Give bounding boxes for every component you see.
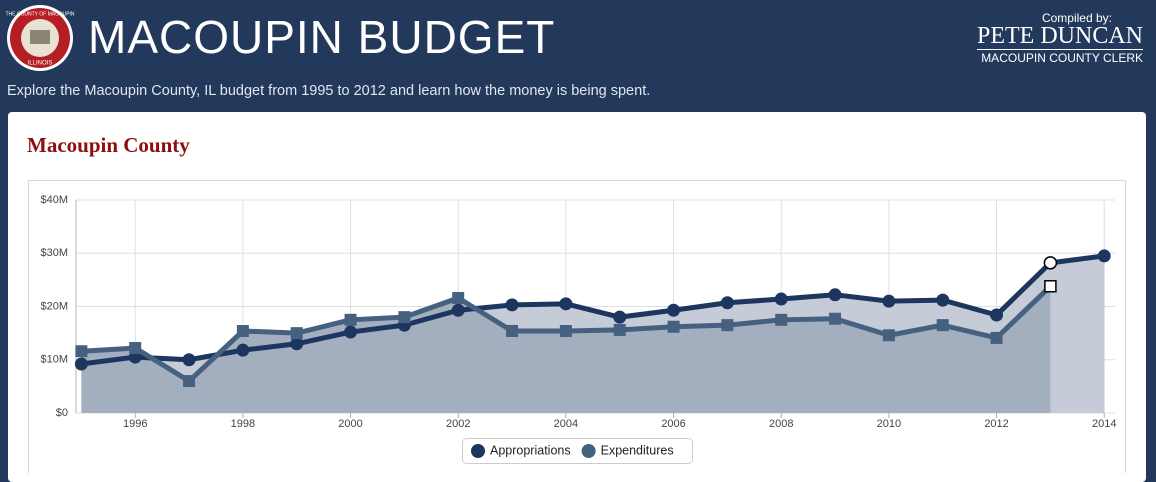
area — [81, 286, 1051, 413]
legend: Appropriations Expenditures — [462, 438, 693, 464]
marker — [559, 297, 573, 311]
marker — [505, 298, 519, 312]
legend-label[interactable]: Appropriations — [490, 443, 571, 457]
compiled-by: Compiled by: — [1041, 11, 1112, 25]
marker — [667, 320, 680, 333]
marker — [613, 310, 627, 324]
marker — [182, 353, 196, 367]
seal-text: THE COUNTY OF MACOUPIN — [5, 11, 74, 17]
marker — [1043, 256, 1058, 270]
marker — [882, 329, 895, 342]
legend-marker — [581, 444, 596, 458]
marker — [882, 294, 896, 308]
x-tick-label: 2010 — [877, 418, 901, 430]
x-tick-label: 1998 — [231, 418, 255, 430]
marker — [720, 296, 734, 310]
seal: THE COUNTY OF MACOUPIN ILLINOIS — [5, 5, 75, 71]
seal-text: ILLINOIS — [28, 61, 53, 67]
panel-title: Macoupin County — [27, 133, 190, 157]
marker — [290, 327, 303, 340]
legend-box — [462, 438, 693, 464]
marker — [559, 324, 572, 337]
marker — [398, 311, 411, 324]
marker — [183, 375, 196, 388]
marker — [828, 288, 842, 302]
marker — [236, 343, 250, 357]
site-subtitle: Explore the Macoupin County, IL budget f… — [7, 83, 651, 99]
x-tick-label: 2006 — [661, 418, 685, 430]
marker — [452, 291, 465, 304]
marker — [775, 313, 788, 326]
marker — [1044, 280, 1057, 293]
marker — [290, 337, 304, 351]
y-tick-label: $10M — [40, 354, 68, 366]
x-tick-label: 2012 — [984, 418, 1008, 430]
legend-label[interactable]: Expenditures — [601, 443, 674, 457]
panel — [8, 112, 1146, 482]
marker — [936, 319, 949, 332]
y-tick-label: $0 — [56, 407, 68, 419]
x-tick-label: 2002 — [446, 418, 470, 430]
y-tick-label: $20M — [40, 300, 68, 312]
marker — [990, 308, 1004, 322]
marker — [774, 292, 788, 306]
y-tick-label: $30M — [40, 247, 68, 259]
marker — [129, 342, 142, 355]
marker — [990, 331, 1003, 344]
x-tick-label: 1996 — [123, 418, 147, 430]
chart-frame — [28, 180, 1126, 473]
marker — [829, 312, 842, 325]
marker — [236, 324, 249, 337]
x-tick-label: 2004 — [554, 418, 578, 430]
legend-marker — [471, 444, 485, 458]
marker — [344, 313, 357, 326]
line — [81, 253, 1105, 367]
x-tick-label: 2000 — [338, 418, 362, 430]
author: PETE DUNCAN — [977, 23, 1143, 50]
marker — [1097, 249, 1111, 263]
marker — [506, 324, 519, 337]
marker — [613, 323, 626, 336]
marker — [667, 303, 681, 317]
marker — [721, 319, 734, 332]
marker — [936, 293, 950, 307]
marker — [74, 357, 88, 371]
author-role: MACOUPIN COUNTY CLERK — [981, 51, 1143, 65]
marker — [344, 325, 358, 339]
site-title: MACOUPIN BUDGET — [88, 11, 556, 63]
y-tick-label: $40M — [40, 194, 68, 206]
marker — [75, 345, 88, 358]
marker — [451, 303, 465, 317]
x-tick-label: 2008 — [769, 418, 793, 430]
x-tick-label: 2014 — [1092, 418, 1116, 430]
